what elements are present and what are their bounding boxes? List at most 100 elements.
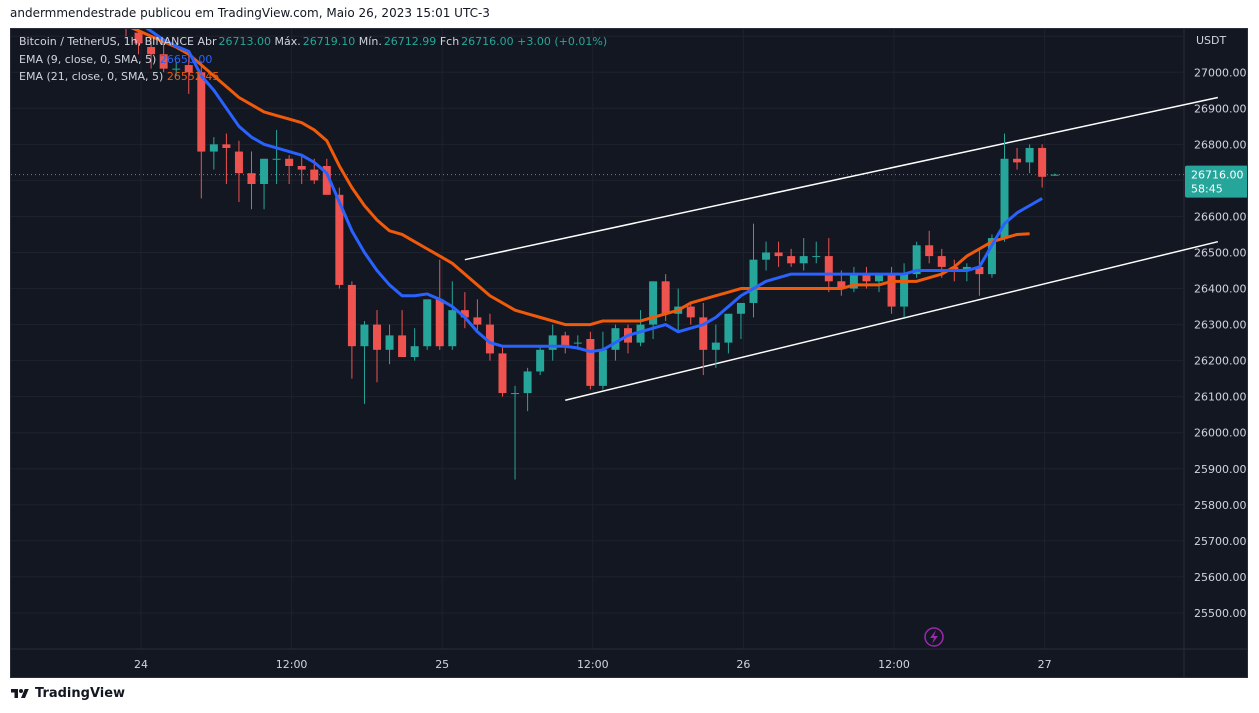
candle-body-29	[485, 324, 494, 354]
footer-brand: TradingView	[10, 686, 125, 701]
legend-low-label: Mín.	[358, 35, 382, 48]
y-tick-label-10: 26100.00	[1194, 391, 1247, 404]
candle-body-48	[724, 313, 733, 343]
candle-body-19	[360, 324, 369, 347]
candle-body-12	[272, 158, 281, 160]
x-tick-label-0: 24	[134, 658, 148, 671]
y-tick-label-14: 25700.00	[1194, 535, 1247, 548]
candle-body-2	[147, 47, 156, 55]
y-tick-label-3: 26800.00	[1194, 138, 1247, 151]
alert-bolt-icon	[924, 627, 944, 647]
candle-body-23	[410, 346, 419, 358]
candle-body-64	[925, 245, 934, 257]
legend-high-value: 26719.10	[302, 35, 356, 48]
y-tick-label-2: 26900.00	[1194, 102, 1247, 115]
candle-body-54	[799, 256, 808, 264]
legend-open-label: Abr	[197, 35, 217, 48]
legend-close-value: 26716.00	[461, 35, 514, 48]
candle-body-32	[523, 371, 532, 394]
candle-body-55	[812, 256, 821, 258]
candle-body-25	[435, 299, 444, 347]
ema9-line	[145, 29, 1043, 354]
candle-body-18	[347, 284, 356, 347]
candle-body-7	[209, 144, 218, 152]
y-tick-label-1: 27000.00	[1194, 66, 1247, 79]
legend-change: +3.00 (+0.01%)	[517, 35, 608, 48]
x-tick-label-4: 26	[736, 658, 750, 671]
candle-body-28	[473, 317, 482, 325]
channel-line-0	[464, 96, 1219, 261]
footer-brand-text: TradingView	[35, 686, 126, 701]
ema21-legend: EMA (21, close, 0, SMA, 5) 26552.45	[19, 70, 219, 83]
candle-body-36	[573, 342, 582, 344]
candle-body-74	[1050, 174, 1059, 176]
legend-open-value: 26713.00	[218, 35, 272, 48]
candle-body-52	[774, 252, 783, 257]
candle-body-39	[611, 328, 620, 350]
candle-body-34	[548, 335, 557, 350]
channel-line-1	[565, 240, 1219, 402]
candle-body-22	[398, 335, 407, 358]
candle-body-31	[511, 393, 520, 395]
candle-body-11	[260, 158, 269, 184]
candle-body-50	[749, 259, 758, 303]
candle-body-35	[561, 335, 570, 347]
candle-body-65	[937, 256, 946, 267]
ema21-value: 26552.45	[166, 70, 220, 83]
tradingview-logo-icon	[11, 688, 29, 698]
candle-body-30	[498, 353, 507, 394]
candle-body-73	[1038, 147, 1047, 177]
candle-body-56	[824, 256, 833, 282]
candle-body-37	[586, 339, 595, 386]
ema21-line	[130, 29, 1030, 327]
ema9-legend: EMA (9, close, 0, SMA, 5) 26650.00	[19, 53, 212, 66]
y-tick-label-5: 26600.00	[1194, 210, 1247, 223]
candle-body-4	[172, 68, 181, 70]
candle-body-58	[849, 274, 858, 289]
legend-high-label: Máx.	[274, 35, 301, 48]
last-price-tag	[1185, 165, 1247, 198]
candle-body-5	[184, 65, 193, 73]
candle-body-62	[900, 274, 909, 307]
candle-body-16	[322, 165, 331, 195]
y-tick-label-12: 25900.00	[1194, 463, 1247, 476]
candle-body-13	[285, 158, 294, 166]
candle-body-41	[636, 324, 645, 343]
y-tick-label-9: 26200.00	[1194, 355, 1247, 368]
candle-body-72	[1025, 147, 1034, 163]
candle-body-47	[711, 342, 720, 350]
candle-body-26	[448, 310, 457, 347]
candle-body-3	[159, 54, 168, 69]
y-tick-label-8: 26300.00	[1194, 319, 1247, 332]
candle-body-49	[736, 302, 745, 314]
candle-body-66	[950, 266, 959, 271]
candle-body-63	[912, 245, 921, 275]
legend-symbol: Bitcoin / TetherUS, 1h, BINANCE	[19, 35, 195, 48]
candle-body-70	[1000, 158, 1009, 239]
ema21-label: EMA (21, close, 0, SMA, 5)	[19, 70, 164, 83]
y-tick-label-13: 25800.00	[1194, 499, 1247, 512]
publish-header: andermmendestrade publicou em TradingVie…	[10, 6, 490, 20]
x-tick-label-6: 27	[1038, 658, 1052, 671]
candle-body-67	[962, 266, 971, 271]
chart-background	[11, 29, 1247, 677]
chart-panel[interactable]: 27100.0027000.0026900.0026800.0026700.00…	[10, 28, 1248, 678]
candle-body-71	[1013, 158, 1022, 163]
candle-body-20	[373, 324, 381, 350]
legend-low-value: 26712.99	[383, 35, 437, 48]
alert-bolt-glyph-icon	[930, 630, 938, 644]
candle-body-10	[247, 173, 256, 184]
candle-body-57	[837, 281, 846, 289]
x-tick-label-1: 12:00	[276, 658, 308, 671]
candle-body-42	[649, 281, 658, 325]
candle-body-45	[686, 306, 695, 318]
candle-body-33	[536, 349, 545, 372]
price-chart[interactable]: 27100.0027000.0026900.0026800.0026700.00…	[11, 29, 1248, 678]
candle-body-38	[598, 349, 607, 386]
candle-body-8	[222, 144, 231, 148]
ema9-value: 26650.00	[159, 53, 213, 66]
candle-body-53	[787, 256, 796, 264]
candle-body-51	[762, 252, 771, 260]
candle-body-9	[234, 151, 243, 174]
candle-body-15	[310, 169, 319, 181]
